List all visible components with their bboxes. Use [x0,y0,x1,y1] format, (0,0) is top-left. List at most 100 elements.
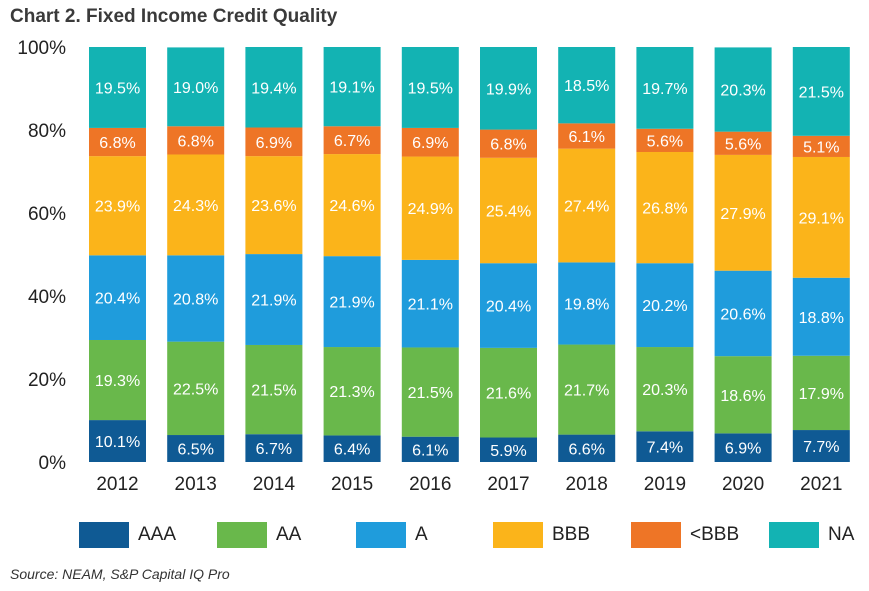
data-label: 21.5% [799,84,844,101]
legend-swatch-na [769,522,819,548]
data-label: 6.7% [334,133,370,150]
bar-segment-a-2015 [323,256,381,348]
bar-group-2019: 7.4% 20.3% 20.2% 26.8% 5.6% 19.7% [636,47,694,462]
legend-label-na: NA [828,524,855,545]
data-label: 24.6% [329,198,374,215]
data-label: 6.1% [412,442,448,459]
bar-segment-bbb-2021 [792,156,850,278]
bar-segment-bbb-2012 [89,156,146,256]
bar-segment-aa-2018 [558,344,616,435]
data-label: 23.9% [95,199,140,216]
data-label: 21.9% [251,293,296,310]
bar-segment-below-bbb-2021 [792,135,850,157]
bar-segment-below-bbb-2014 [245,127,303,157]
data-label: 18.8% [799,310,844,327]
x-tick-label: 2020 [722,474,764,495]
y-tick-label: 100% [17,38,66,59]
data-label: 5.9% [490,443,526,460]
bar-segment-aa-2013 [167,341,225,436]
bar-segment-bbb-2014 [245,156,303,255]
data-label: 7.7% [803,439,839,456]
data-label: 21.7% [564,383,609,400]
bar-group-2014: 6.7% 21.5% 21.9% 23.6% 6.9% 19.4% [245,47,303,462]
legend-label-aa: AA [276,524,302,545]
bar-segment-na-2015 [323,47,381,127]
bar-segment-aaa-2015 [323,435,381,462]
data-label: 19.3% [95,373,140,390]
data-label: 20.4% [95,291,140,308]
bar-segment-na-2012 [89,47,146,128]
bar-segment-below-bbb-2017 [480,129,537,158]
data-label: 22.5% [173,381,218,398]
bar-segment-aaa-2012 [89,420,146,462]
data-label: 23.6% [251,198,296,215]
legend-swatch-bbb [493,522,543,548]
bar-segment-aaa-2017 [480,437,537,462]
legend-item-bbb: BBB [493,521,590,549]
bar-segment-aaa-2016 [401,436,459,462]
bar-segment-a-2016 [401,259,459,348]
data-label: 7.4% [647,440,683,457]
bar-segment-a-2020 [714,270,772,357]
y-tick-label: 80% [28,121,66,142]
data-label: 25.4% [486,204,531,221]
data-label: 19.1% [329,80,374,97]
data-label: 6.8% [490,137,526,154]
bar-group-2012: 10.1% 19.3% 20.4% 23.9% 6.8% 19.5% [89,47,146,462]
legend-item-a: A [356,521,428,549]
data-label: 21.5% [408,385,453,402]
bar-segment-aaa-2014 [245,434,303,462]
data-label: 19.7% [642,81,687,98]
data-label: 19.9% [486,81,531,98]
bar-segment-bbb-2013 [167,154,225,256]
data-label: 27.9% [720,206,765,223]
bar-segment-a-2012 [89,255,146,340]
bar-segment-aa-2021 [792,355,850,431]
data-label: 6.9% [256,135,292,152]
legend-item-aa: AA [217,521,301,549]
data-label: 20.3% [642,382,687,399]
legend-label-below-bbb: <BBB [690,524,740,545]
bar-segment-below-bbb-2019 [636,128,694,152]
bar-segment-na-2020 [714,47,772,132]
data-label: 18.6% [720,388,765,405]
bar-segment-aa-2019 [636,347,694,432]
legend-label-a: A [415,524,428,545]
bar-segment-aaa-2020 [714,433,772,462]
y-tick-label: 0% [39,453,67,474]
x-tick-label: 2013 [175,474,217,495]
data-label: 5.6% [725,136,761,153]
bar-segment-aa-2016 [401,347,459,437]
bar-segment-na-2019 [636,47,694,129]
data-label: 24.3% [173,198,218,215]
data-label: 20.6% [720,306,765,323]
data-label: 6.8% [99,135,135,152]
bar-group-2016: 6.1% 21.5% 21.1% 24.9% 6.9% 19.5% [401,47,459,462]
bar-segment-below-bbb-2012 [89,127,146,157]
data-label: 21.1% [408,297,453,314]
bar-segment-bbb-2015 [323,154,381,257]
bar-segment-bbb-2018 [558,148,616,263]
data-label: 27.4% [564,199,609,216]
x-tick-label: 2015 [331,474,373,495]
bar-segment-aa-2020 [714,356,772,434]
data-label: 21.9% [329,295,374,312]
data-label: 20.2% [642,298,687,315]
bar-segment-aa-2012 [89,339,146,421]
bar-segment-a-2017 [480,263,537,348]
data-label: 19.5% [408,80,453,97]
legend-label-bbb: BBB [552,524,591,545]
x-axis: 2012 2013 2014 2015 2016 2017 2018 2019 2020 2021 [96,474,842,495]
data-label: 24.9% [408,201,453,218]
bar-segment-aaa-2021 [792,430,850,462]
bar-segment-na-2016 [401,47,459,128]
data-label: 5.1% [803,139,839,156]
legend-item-below-bbb: <BBB [631,521,739,549]
data-label: 19.4% [251,80,296,97]
legend-swatch-aaa [79,522,129,548]
data-label: 19.0% [173,80,218,97]
data-label: 18.5% [564,78,609,95]
bar-segment-a-2018 [558,262,616,345]
bar-group-2020: 6.9% 18.6% 20.6% 27.9% 5.6% 20.3% [714,47,772,462]
x-tick-label: 2012 [96,474,138,495]
